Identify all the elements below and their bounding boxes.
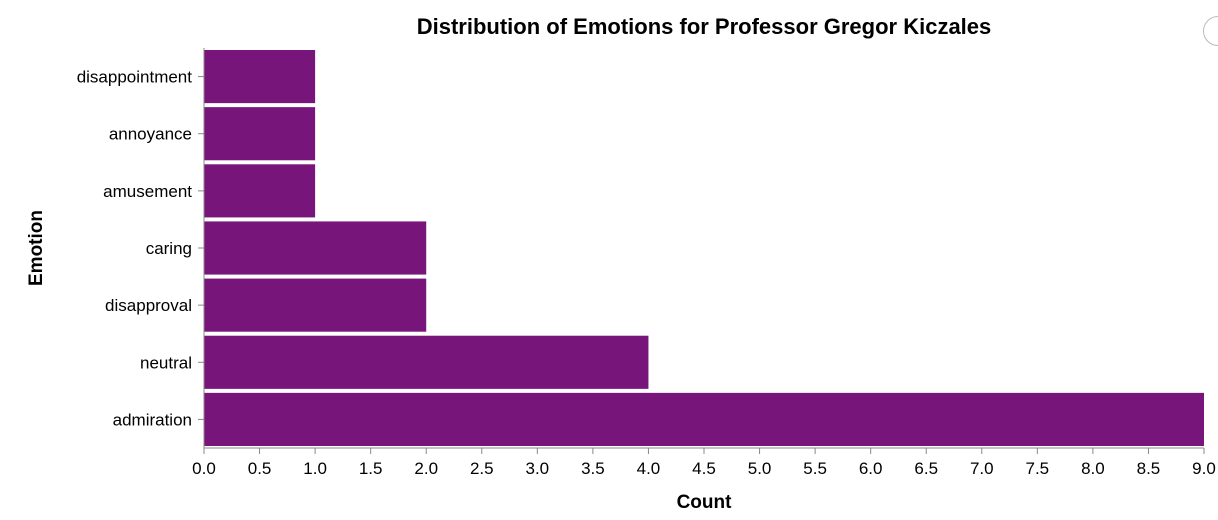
y-tick-label-admiration: admiration bbox=[113, 410, 192, 429]
x-axis-title: Count bbox=[677, 492, 733, 513]
x-tick-label-1.5: 1.5 bbox=[359, 459, 383, 478]
x-tick-label-4.5: 4.5 bbox=[692, 459, 716, 478]
bar-neutral bbox=[204, 335, 649, 389]
x-tick-label-0.5: 0.5 bbox=[248, 459, 272, 478]
x-tick-label-1.0: 1.0 bbox=[303, 459, 327, 478]
x-tick-label-5.0: 5.0 bbox=[748, 459, 772, 478]
bar-disappointment bbox=[204, 50, 316, 104]
y-tick-label-caring: caring bbox=[146, 239, 192, 258]
bar-disapproval bbox=[204, 278, 427, 332]
x-tick-label-7.5: 7.5 bbox=[1026, 459, 1050, 478]
x-tick-label-6.5: 6.5 bbox=[914, 459, 938, 478]
y-axis-title: Emotion bbox=[26, 210, 47, 286]
x-tick-label-9.0: 9.0 bbox=[1192, 459, 1216, 478]
y-tick-label-annoyance: annoyance bbox=[109, 125, 192, 144]
x-tick-label-0.0: 0.0 bbox=[192, 459, 216, 478]
y-tick-label-neutral: neutral bbox=[140, 353, 192, 372]
bar-annoyance bbox=[204, 107, 316, 161]
x-tick-label-6.0: 6.0 bbox=[859, 459, 883, 478]
x-tick-label-8.0: 8.0 bbox=[1081, 459, 1105, 478]
x-tick-label-3.5: 3.5 bbox=[581, 459, 605, 478]
bar-admiration bbox=[204, 392, 1204, 446]
x-tick-label-5.5: 5.5 bbox=[803, 459, 827, 478]
bar-caring bbox=[204, 221, 427, 275]
x-tick-label-2.5: 2.5 bbox=[470, 459, 494, 478]
x-tick-label-3.0: 3.0 bbox=[526, 459, 550, 478]
x-tick-label-2.0: 2.0 bbox=[414, 459, 438, 478]
y-tick-label-disappointment: disappointment bbox=[77, 68, 193, 87]
bar-amusement bbox=[204, 164, 316, 218]
chart-title: Distribution of Emotions for Professor G… bbox=[417, 14, 992, 39]
y-tick-label-disapproval: disapproval bbox=[105, 296, 192, 315]
x-tick-label-8.5: 8.5 bbox=[1137, 459, 1161, 478]
x-tick-label-4.0: 4.0 bbox=[637, 459, 661, 478]
x-tick-label-7.0: 7.0 bbox=[970, 459, 994, 478]
y-tick-label-amusement: amusement bbox=[103, 182, 192, 201]
